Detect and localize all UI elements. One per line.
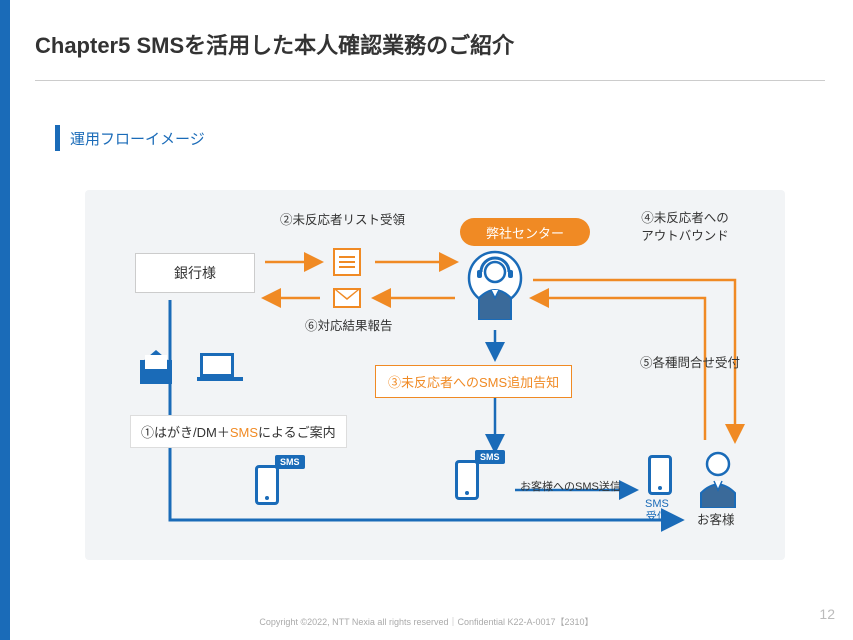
customer-label: お客様	[697, 512, 735, 530]
sms-tag-center: SMS	[475, 450, 505, 464]
subtitle-text: 運用フローイメージ	[70, 128, 205, 149]
node-bank: 銀行様	[135, 253, 255, 293]
laptop-icon	[200, 353, 234, 377]
sms-recv-l1: SMS	[645, 498, 669, 510]
document-icon	[333, 248, 361, 276]
step1-prefix: ①はがき/DM＋	[141, 425, 230, 440]
step1-label-box: ①はがき/DM＋SMSによるご案内	[130, 415, 347, 448]
phone-icon-bank	[255, 465, 279, 505]
page-number: 12	[819, 606, 835, 622]
step1-suffix: によるご案内	[258, 425, 336, 440]
step6-label: ⑥対応結果報告	[305, 318, 393, 336]
sms-recv-l2: 受信	[646, 511, 668, 523]
step4-line1: ④未反応者への	[641, 211, 729, 225]
step2-label: ②未反応者リスト受領	[280, 212, 405, 230]
page-title: Chapter5 SMSを活用した本人確認業務のご紹介	[35, 28, 514, 60]
phone-icon-center	[455, 460, 479, 500]
title-divider	[35, 80, 825, 81]
subtitle-bar	[55, 125, 60, 151]
sms-send-label: お客様へのSMS送信	[520, 480, 621, 495]
step4-label: ④未反応者への アウトバウンド	[615, 210, 755, 245]
section-subtitle: 運用フローイメージ	[55, 125, 205, 151]
node-center-badge: 弊社センター	[460, 218, 590, 246]
footer-copyright: Copyright ©2022, NTT Nexia all rights re…	[0, 615, 853, 628]
left-accent-bar	[0, 0, 10, 640]
sms-recv-label: SMS 受信	[645, 498, 669, 524]
sms-tag-bank: SMS	[275, 455, 305, 469]
step4-line2: アウトバウンド	[641, 229, 729, 243]
step3-label-box: ③未反応者へのSMS追加告知	[375, 365, 572, 398]
mail-icon	[333, 288, 361, 308]
agent-icon	[467, 250, 523, 320]
flow-diagram: 銀行様 弊社センター お客様 ②未反応者リスト受領 ⑥対応結果報告 ④未反応者へ…	[85, 190, 785, 560]
envelope-icon	[140, 360, 172, 384]
step1-sms: SMS	[230, 425, 258, 440]
step5-label: ⑤各種問合せ受付	[640, 355, 740, 373]
phone-icon-customer	[648, 455, 672, 495]
customer-icon	[693, 448, 743, 508]
